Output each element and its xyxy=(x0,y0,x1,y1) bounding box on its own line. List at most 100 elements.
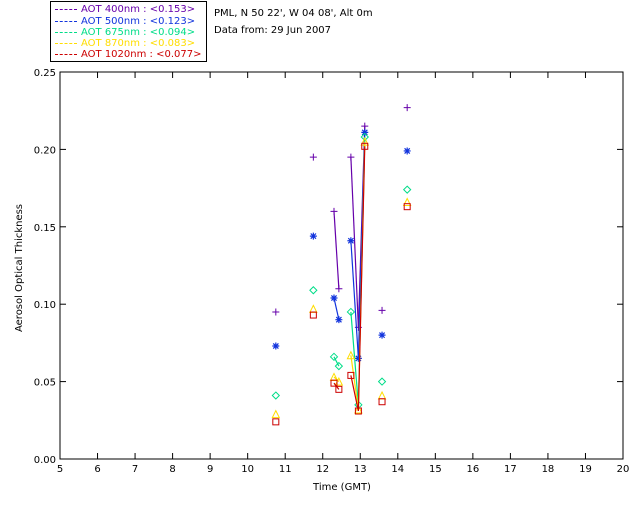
data-point xyxy=(402,185,412,194)
x-tick-label: 8 xyxy=(169,464,175,475)
data-point xyxy=(361,128,369,136)
series-4 xyxy=(272,142,411,426)
data-point xyxy=(271,409,281,419)
data-point xyxy=(361,142,369,150)
series-layer xyxy=(271,104,412,426)
legend-item-675nm: AOT 675nm : <0.094> xyxy=(55,27,195,39)
data-point xyxy=(378,331,386,339)
data-point xyxy=(309,232,317,240)
data-point xyxy=(330,294,338,302)
y-tick-label: 0.10 xyxy=(34,300,56,311)
data-point xyxy=(329,352,339,362)
series-line xyxy=(350,375,359,412)
data-point xyxy=(334,361,344,371)
axes: 5 6 7 8 9 10 11 12 13 14 15 16 17 18 19 20 0.00 0.05 0.10 0… xyxy=(34,68,630,475)
series-line xyxy=(333,297,340,320)
x-tick-label: 6 xyxy=(94,464,100,475)
legend-swatch-500nm xyxy=(55,20,77,22)
series-line xyxy=(350,240,359,359)
x-tick-label: 13 xyxy=(354,464,367,475)
data-point xyxy=(271,391,281,400)
y-tick-label: 0.25 xyxy=(34,68,56,79)
x-tick-label: 9 xyxy=(207,464,213,475)
series-line xyxy=(350,355,359,410)
x-axis-label: Time (GMT) xyxy=(312,482,371,493)
legend-swatch-1020nm xyxy=(55,53,77,55)
series-line xyxy=(357,146,366,412)
x-tick-label: 5 xyxy=(57,464,63,475)
series-2 xyxy=(271,132,412,410)
data-point xyxy=(309,153,317,161)
data-point xyxy=(347,153,355,161)
data-point xyxy=(354,354,362,362)
data-point xyxy=(335,285,343,293)
plot-frame xyxy=(59,71,624,460)
x-tick-label: 10 xyxy=(241,464,254,475)
y-tick-label: 0.05 xyxy=(34,378,56,389)
data-point xyxy=(272,342,280,350)
data-date: Data from: 29 Jun 2007 xyxy=(214,25,332,36)
data-point xyxy=(330,207,338,215)
x-tick-label: 11 xyxy=(279,464,292,475)
data-point xyxy=(272,418,280,426)
legend-label-1020nm: AOT 1020nm : <0.077> xyxy=(81,49,202,60)
series-line xyxy=(333,356,340,367)
x-tick-label: 20 xyxy=(617,464,630,475)
data-point xyxy=(403,203,411,211)
data-point xyxy=(272,308,280,316)
legend-swatch-400nm xyxy=(55,8,77,10)
data-point xyxy=(377,390,387,400)
data-point xyxy=(309,311,317,319)
data-point xyxy=(354,404,363,414)
x-tick-label: 14 xyxy=(391,464,404,475)
data-point xyxy=(402,197,412,207)
data-point xyxy=(378,306,386,314)
legend-swatch-870nm xyxy=(55,42,77,44)
data-point xyxy=(346,350,356,360)
x-tick-label: 18 xyxy=(542,464,555,475)
legend-swatch-675nm xyxy=(55,31,77,33)
legend-label-500nm: AOT 500nm : <0.123> xyxy=(81,16,196,27)
data-point xyxy=(346,307,356,317)
x-tick-label: 7 xyxy=(132,464,138,475)
legend-item-400nm: AOT 400nm : <0.153> xyxy=(55,4,195,16)
x-tick-label: 19 xyxy=(579,464,592,475)
legend-item-500nm: AOT 500nm : <0.123> xyxy=(55,16,195,28)
legend-label-675nm: AOT 675nm : <0.094> xyxy=(81,27,196,38)
station-info: PML, N 50 22', W 04 08', Alt 0m xyxy=(214,8,373,19)
data-point xyxy=(309,286,318,295)
legend-item-870nm: AOT 870nm : <0.083> xyxy=(55,38,195,50)
series-line xyxy=(350,157,359,328)
x-tick-label: 16 xyxy=(466,464,479,475)
legend: AOT 400nm : <0.153> AOT 500nm : <0.123> … xyxy=(50,1,207,62)
legend-label-400nm: AOT 400nm : <0.153> xyxy=(81,4,196,15)
data-point xyxy=(330,379,338,387)
data-point xyxy=(354,407,362,415)
data-point xyxy=(309,304,318,313)
data-point xyxy=(378,398,386,406)
y-tick-label: 0.00 xyxy=(34,455,56,466)
x-tick-label: 17 xyxy=(504,464,517,475)
x-tick-label: 12 xyxy=(316,464,329,475)
data-point xyxy=(361,122,369,130)
data-point xyxy=(403,104,411,112)
y-tick-label: 0.15 xyxy=(34,223,56,234)
series-3 xyxy=(271,137,412,419)
legend-item-1020nm: AOT 1020nm : <0.077> xyxy=(55,49,201,61)
data-point xyxy=(360,137,370,146)
data-point xyxy=(347,237,355,245)
series-0 xyxy=(272,104,411,331)
data-point xyxy=(377,377,387,386)
legend-label-870nm: AOT 870nm : <0.083> xyxy=(81,38,196,49)
data-point xyxy=(360,132,369,142)
data-point xyxy=(347,371,355,379)
data-point xyxy=(403,147,411,155)
data-point xyxy=(335,316,343,324)
series-1 xyxy=(272,128,411,362)
x-tick-label: 15 xyxy=(429,464,442,475)
y-tick-label: 0.20 xyxy=(34,145,56,156)
series-line xyxy=(333,211,340,289)
data-point xyxy=(335,385,343,393)
